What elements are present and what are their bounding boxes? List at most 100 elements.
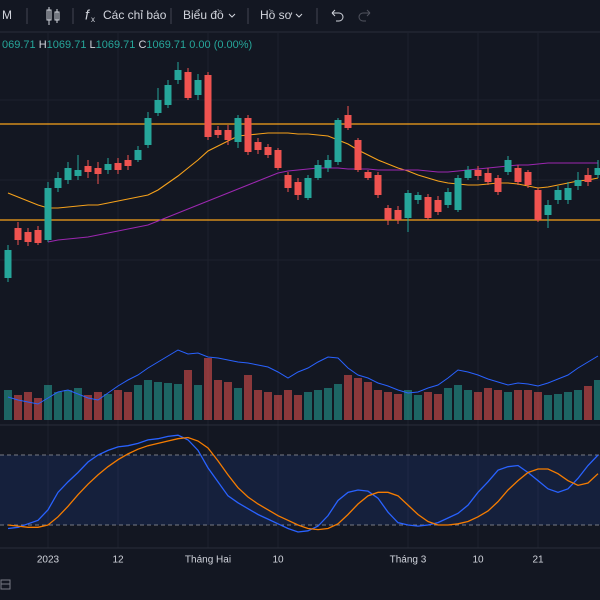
- candle-body: [584, 175, 592, 182]
- volume-bar: [554, 394, 562, 420]
- candle-body: [364, 172, 372, 178]
- volume-bar: [24, 392, 32, 420]
- x-tick-label: 2023: [37, 555, 60, 566]
- legend-low-label: L: [90, 39, 96, 51]
- candle-body: [404, 193, 412, 218]
- volume-bar: [184, 370, 192, 420]
- volume-bar: [464, 390, 472, 420]
- volume-bar: [314, 390, 322, 420]
- candle-body: [194, 80, 202, 95]
- volume-bar: [244, 375, 252, 420]
- legend-close: 1069.71: [146, 39, 186, 51]
- volume-bar: [94, 392, 102, 420]
- candle-body: [214, 130, 222, 135]
- settings-icon[interactable]: [0, 579, 11, 590]
- volume-bar: [574, 390, 582, 420]
- candle-body: [354, 140, 362, 170]
- candle-body: [284, 175, 292, 188]
- candle-body: [574, 180, 582, 186]
- candle-body: [84, 166, 92, 172]
- volume-bar: [284, 390, 292, 420]
- stochastic-line: [7, 436, 599, 531]
- candle-body: [594, 168, 600, 175]
- volume-bar: [194, 385, 202, 420]
- x-tick-label: 10: [272, 555, 284, 566]
- undo-button[interactable]: [331, 9, 344, 22]
- timeframe[interactable]: M: [2, 8, 12, 22]
- volume-bar: [74, 388, 82, 420]
- candle-body: [474, 170, 482, 176]
- volume-bar: [154, 382, 162, 420]
- volume-bar: [294, 395, 302, 420]
- indicators-button[interactable]: Các chỉ báo: [103, 8, 167, 22]
- candle-body: [114, 163, 122, 170]
- candle-body: [464, 170, 472, 178]
- candle-body: [444, 192, 452, 205]
- redo-button[interactable]: [358, 9, 371, 22]
- profile-button[interactable]: Hồ sơ: [260, 8, 293, 22]
- legend-low: 1069.71: [96, 39, 136, 51]
- candle-body: [304, 178, 312, 198]
- volume-bar: [514, 390, 522, 420]
- volume-bar: [54, 392, 62, 420]
- candle-body: [264, 147, 272, 155]
- candle-body: [294, 182, 302, 195]
- volume-bar: [454, 385, 462, 420]
- volume-bar: [424, 392, 432, 420]
- candle-body: [184, 72, 192, 98]
- candle-body: [224, 130, 232, 140]
- volume-bar: [124, 392, 132, 420]
- x-tick-label: 21: [532, 555, 544, 566]
- chart-type-icon[interactable]: [46, 7, 60, 25]
- legend-high-label: H: [39, 39, 47, 51]
- candle-body: [174, 70, 182, 80]
- fx-icon-sub: x: [91, 15, 95, 24]
- volume-bar: [394, 394, 402, 420]
- chart: 2023 12 Tháng Hai 10 Tháng 3 10 21: [0, 33, 600, 566]
- candle-body: [64, 168, 72, 180]
- candle-body: [94, 168, 102, 174]
- fx-icon[interactable]: f: [85, 7, 91, 23]
- volume-bar: [134, 385, 142, 420]
- candle-body: [34, 230, 42, 243]
- candle-body: [134, 150, 142, 160]
- candle-body: [314, 165, 322, 178]
- volume-bar: [444, 388, 452, 420]
- volume-bar: [14, 395, 22, 420]
- volume-bar: [104, 394, 112, 420]
- legend-high: 1069.71: [47, 39, 87, 51]
- legend-change: 0.00 (0.00%): [189, 39, 252, 51]
- volume-bar: [174, 384, 182, 420]
- candle-body: [494, 178, 502, 192]
- volume-bar: [534, 392, 542, 420]
- volume-bar: [204, 358, 212, 420]
- candle-body: [154, 100, 162, 113]
- volume-bar: [334, 384, 342, 420]
- volume-bar: [84, 395, 92, 420]
- candle-body: [274, 150, 282, 168]
- candle-body: [254, 142, 262, 150]
- volume-bar: [374, 390, 382, 420]
- candle-body: [324, 160, 332, 168]
- volume-bar: [264, 392, 272, 420]
- candle-body: [434, 200, 442, 212]
- volume-bar: [584, 386, 592, 420]
- candle-body: [534, 190, 542, 220]
- volume-bar: [564, 392, 572, 420]
- volume-bar: [224, 382, 232, 420]
- volume-bar: [384, 392, 392, 420]
- candle-body: [74, 170, 82, 176]
- chart-button[interactable]: Biểu đồ: [183, 8, 224, 22]
- x-tick-label: 12: [112, 555, 124, 566]
- volume-bar: [164, 383, 172, 420]
- volume-bar: [64, 390, 72, 420]
- candle-body: [14, 228, 22, 240]
- candle-body: [424, 197, 432, 218]
- volume-bar: [304, 392, 312, 420]
- volume-bar: [4, 390, 12, 420]
- candle-body: [514, 168, 522, 182]
- volume-bar: [34, 398, 42, 420]
- candle-body: [144, 118, 152, 145]
- x-tick-label: Tháng Hai: [185, 555, 231, 566]
